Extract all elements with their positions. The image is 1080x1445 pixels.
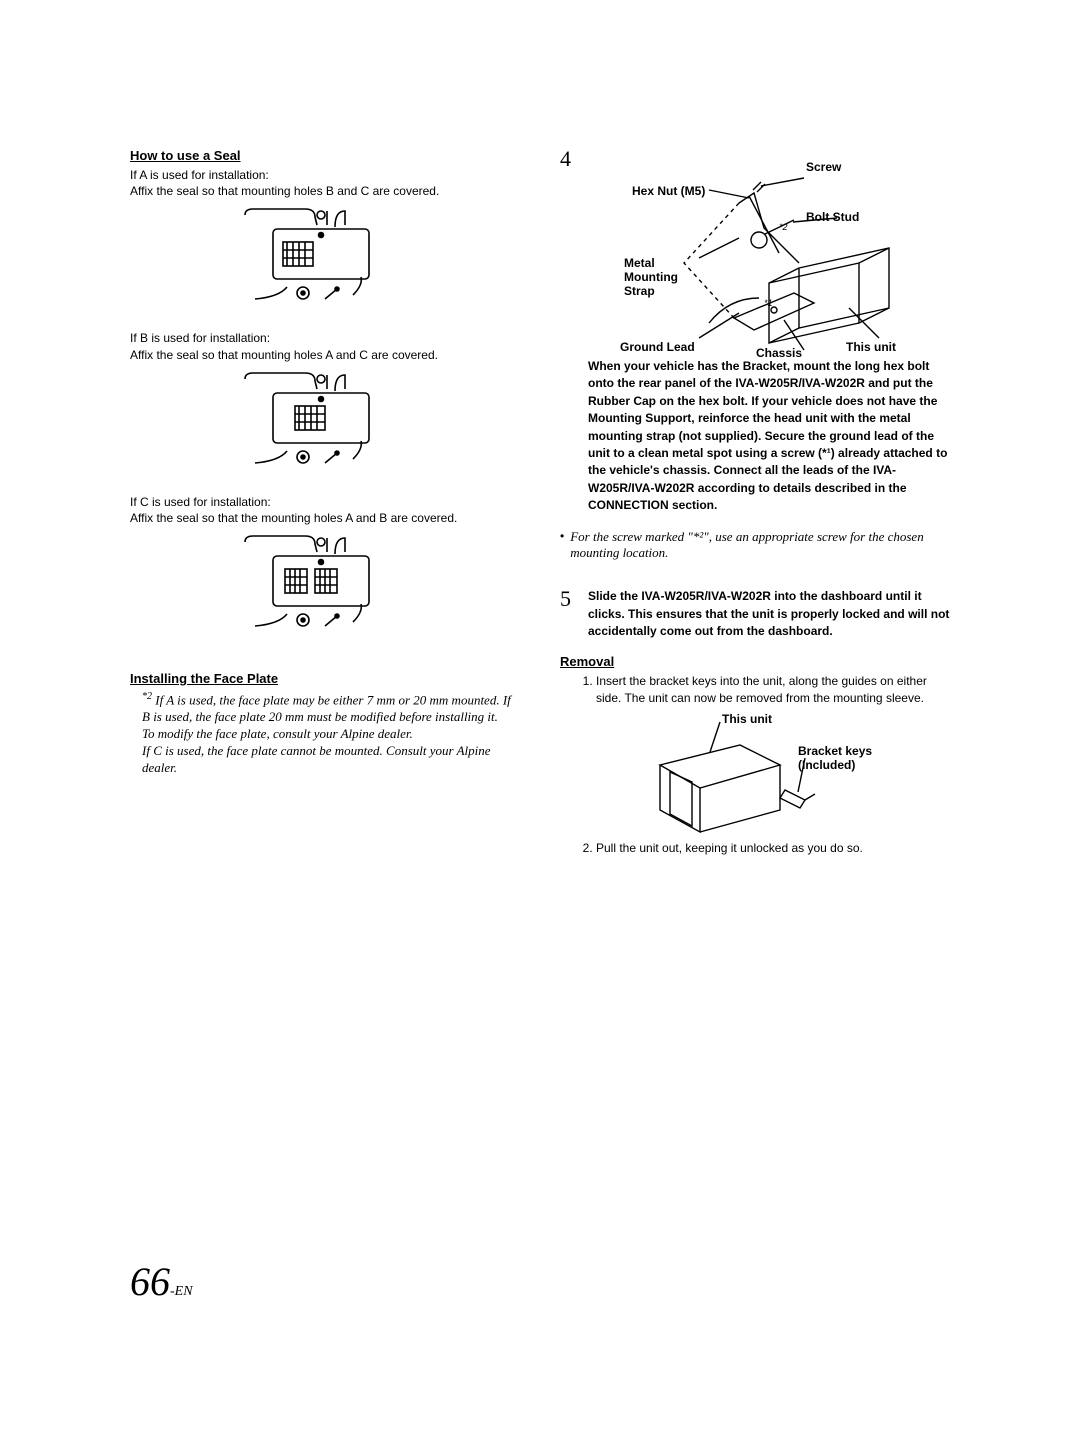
label-strap: Metal Mounting Strap	[624, 256, 694, 298]
removal-list-2: Pull the unit out, keeping it unlocked a…	[560, 840, 950, 856]
faceplate-title: Installing the Face Plate	[130, 671, 520, 686]
seal-b-line2: Affix the seal so that mounting holes A …	[130, 347, 520, 363]
page-number-value: 66	[130, 1259, 170, 1304]
faceplate-note3: If C is used, the face plate cannot be m…	[142, 743, 520, 777]
step-4-text: When your vehicle has the Bracket, mount…	[588, 358, 950, 515]
removal-label-keys: Bracket keys (Included)	[798, 744, 888, 772]
step-4-number: 4	[560, 148, 578, 170]
label-chassis: Chassis	[756, 346, 802, 360]
removal-label-unit: This unit	[722, 712, 772, 726]
step-4: 4	[560, 148, 950, 515]
step-5: 5 Slide the IVA-W205R/IVA-W202R into the…	[560, 588, 950, 640]
left-column: How to use a Seal If A is used for insta…	[130, 148, 520, 860]
seal-a-line2: Affix the seal so that mounting holes B …	[130, 183, 520, 199]
footnote-marker: *2	[142, 691, 152, 702]
bullet-icon: •	[560, 529, 564, 545]
label-screw: Screw	[806, 160, 841, 174]
page-columns: How to use a Seal If A is used for insta…	[130, 148, 950, 860]
svg-text:*1: *1	[764, 298, 773, 308]
page-number: 66-EN	[130, 1258, 193, 1305]
page-number-suffix: -EN	[170, 1284, 193, 1299]
seal-c-line1: If C is used for installation:	[130, 494, 520, 510]
mounting-diagram: *1 *2 Screw Hex Nut (M5) Bolt Stud Metal…	[588, 148, 950, 358]
seal-a-line1: If A is used for installation:	[130, 167, 520, 183]
faceplate-note-text: If A is used, the face plate may be eith…	[142, 692, 511, 724]
svg-text:*2: *2	[779, 222, 788, 232]
seal-diagram-a	[130, 207, 520, 312]
removal-list: Insert the bracket keys into the unit, a…	[560, 673, 950, 705]
seal-c-line2: Affix the seal so that the mounting hole…	[130, 510, 520, 526]
seal-diagram-c	[130, 534, 520, 639]
right-column: 4	[560, 148, 950, 860]
faceplate-note2: To modify the face plate, consult your A…	[142, 726, 520, 743]
step-4-footnote-text: For the screw marked "*²", use an approp…	[570, 529, 950, 563]
seal-b-line1: If B is used for installation:	[130, 330, 520, 346]
removal-step-2: Pull the unit out, keeping it unlocked a…	[596, 840, 950, 856]
label-hexnut: Hex Nut (M5)	[632, 184, 705, 198]
faceplate-note: *2 If A is used, the face plate may be e…	[142, 690, 520, 726]
removal-diagram: This unit Bracket keys (Included)	[630, 710, 950, 840]
seal-diagram-b	[130, 371, 520, 476]
removal-step-1: Insert the bracket keys into the unit, a…	[596, 673, 950, 705]
step-5-number: 5	[560, 588, 578, 610]
label-ground: Ground Lead	[620, 340, 695, 354]
removal-title: Removal	[560, 654, 950, 669]
label-bolt: Bolt Stud	[806, 210, 859, 224]
label-unit: This unit	[846, 340, 896, 354]
step-5-text: Slide the IVA-W205R/IVA-W202R into the d…	[588, 588, 950, 640]
seal-section-title: How to use a Seal	[130, 148, 520, 163]
step-4-footnote: • For the screw marked "*²", use an appr…	[560, 529, 950, 563]
